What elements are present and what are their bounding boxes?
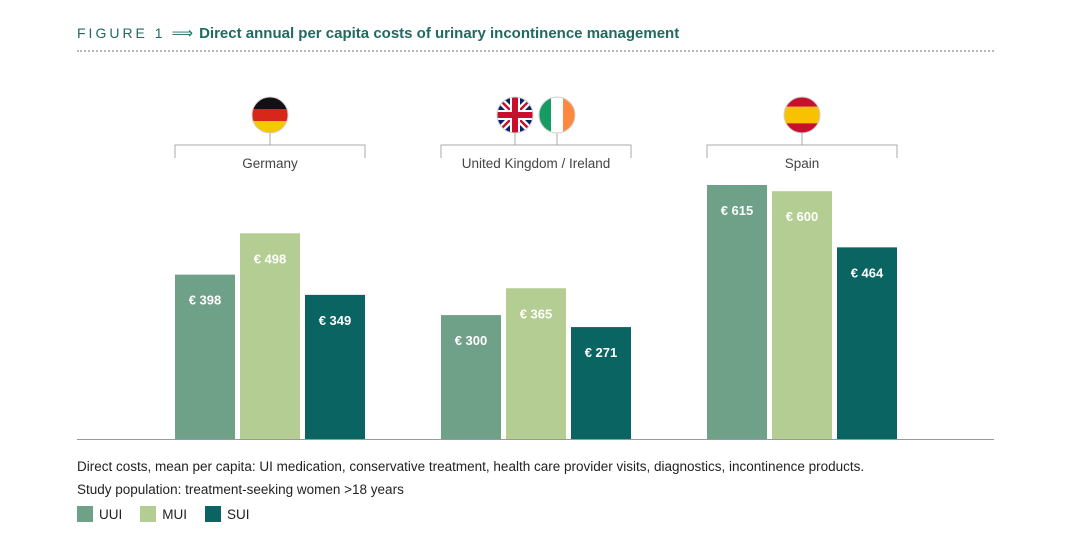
legend-item-mui: MUI bbox=[140, 506, 187, 522]
germany-flag-icon bbox=[252, 97, 288, 133]
figure-label: FIGURE 1 bbox=[77, 25, 166, 41]
data-label-spain-mui: € 600 bbox=[786, 209, 819, 224]
legend-swatch-sui bbox=[205, 506, 221, 522]
footnote-costs: Direct costs, mean per capita: UI medica… bbox=[77, 459, 865, 474]
double-arrow-icon: ⟹ bbox=[171, 25, 194, 42]
chart-legend: UUI MUI SUI bbox=[77, 506, 268, 522]
bar-germany-uui bbox=[175, 274, 235, 439]
spain-flag-icon bbox=[784, 97, 820, 133]
data-label-uk-ireland-mui: € 365 bbox=[520, 306, 553, 321]
footnote-population: Study population: treatment-seeking wome… bbox=[77, 482, 404, 497]
legend-label-sui: SUI bbox=[227, 506, 250, 522]
data-label-uk-ireland-uui: € 300 bbox=[455, 333, 488, 348]
data-label-spain-sui: € 464 bbox=[851, 265, 884, 280]
category-label-germany: Germany bbox=[242, 156, 298, 171]
data-label-uk-ireland-sui: € 271 bbox=[585, 345, 618, 360]
bar-germany-sui bbox=[305, 294, 365, 439]
data-label-spain-uui: € 615 bbox=[721, 203, 754, 218]
category-label-spain: Spain bbox=[785, 156, 820, 171]
data-label-germany-mui: € 498 bbox=[254, 251, 287, 266]
legend-swatch-mui bbox=[140, 506, 157, 522]
legend-label-mui: MUI bbox=[162, 506, 187, 522]
data-label-germany-sui: € 349 bbox=[319, 313, 352, 328]
group-bracket-uk-ireland bbox=[440, 144, 632, 158]
uk-flag-icon bbox=[497, 97, 533, 133]
legend-item-sui: SUI bbox=[205, 506, 250, 522]
legend-item-uui: UUI bbox=[77, 506, 122, 522]
bar-spain-sui bbox=[837, 247, 897, 439]
legend-label-uui: UUI bbox=[99, 506, 123, 522]
data-label-germany-uui: € 398 bbox=[189, 293, 222, 308]
figure-header: FIGURE 1 ⟹ Direct annual per capita cost… bbox=[77, 24, 679, 42]
legend-swatch-uui bbox=[77, 506, 93, 522]
ireland-flag-icon bbox=[539, 97, 575, 133]
bar-spain-uui bbox=[707, 185, 767, 439]
bar-spain-mui bbox=[772, 191, 832, 439]
title-divider bbox=[77, 50, 994, 52]
category-label-uk-ireland: United Kingdom / Ireland bbox=[462, 156, 611, 171]
chart-title: Direct annual per capita costs of urinar… bbox=[199, 25, 680, 42]
bar-germany-mui bbox=[240, 233, 300, 439]
bar-uk-ireland-mui bbox=[506, 288, 566, 439]
bar-uk-ireland-sui bbox=[571, 327, 631, 439]
bar-chart: Germany € 398 € 498 € 349 United Kingdom / I… bbox=[77, 96, 994, 440]
bar-uk-ireland-uui bbox=[441, 315, 501, 439]
